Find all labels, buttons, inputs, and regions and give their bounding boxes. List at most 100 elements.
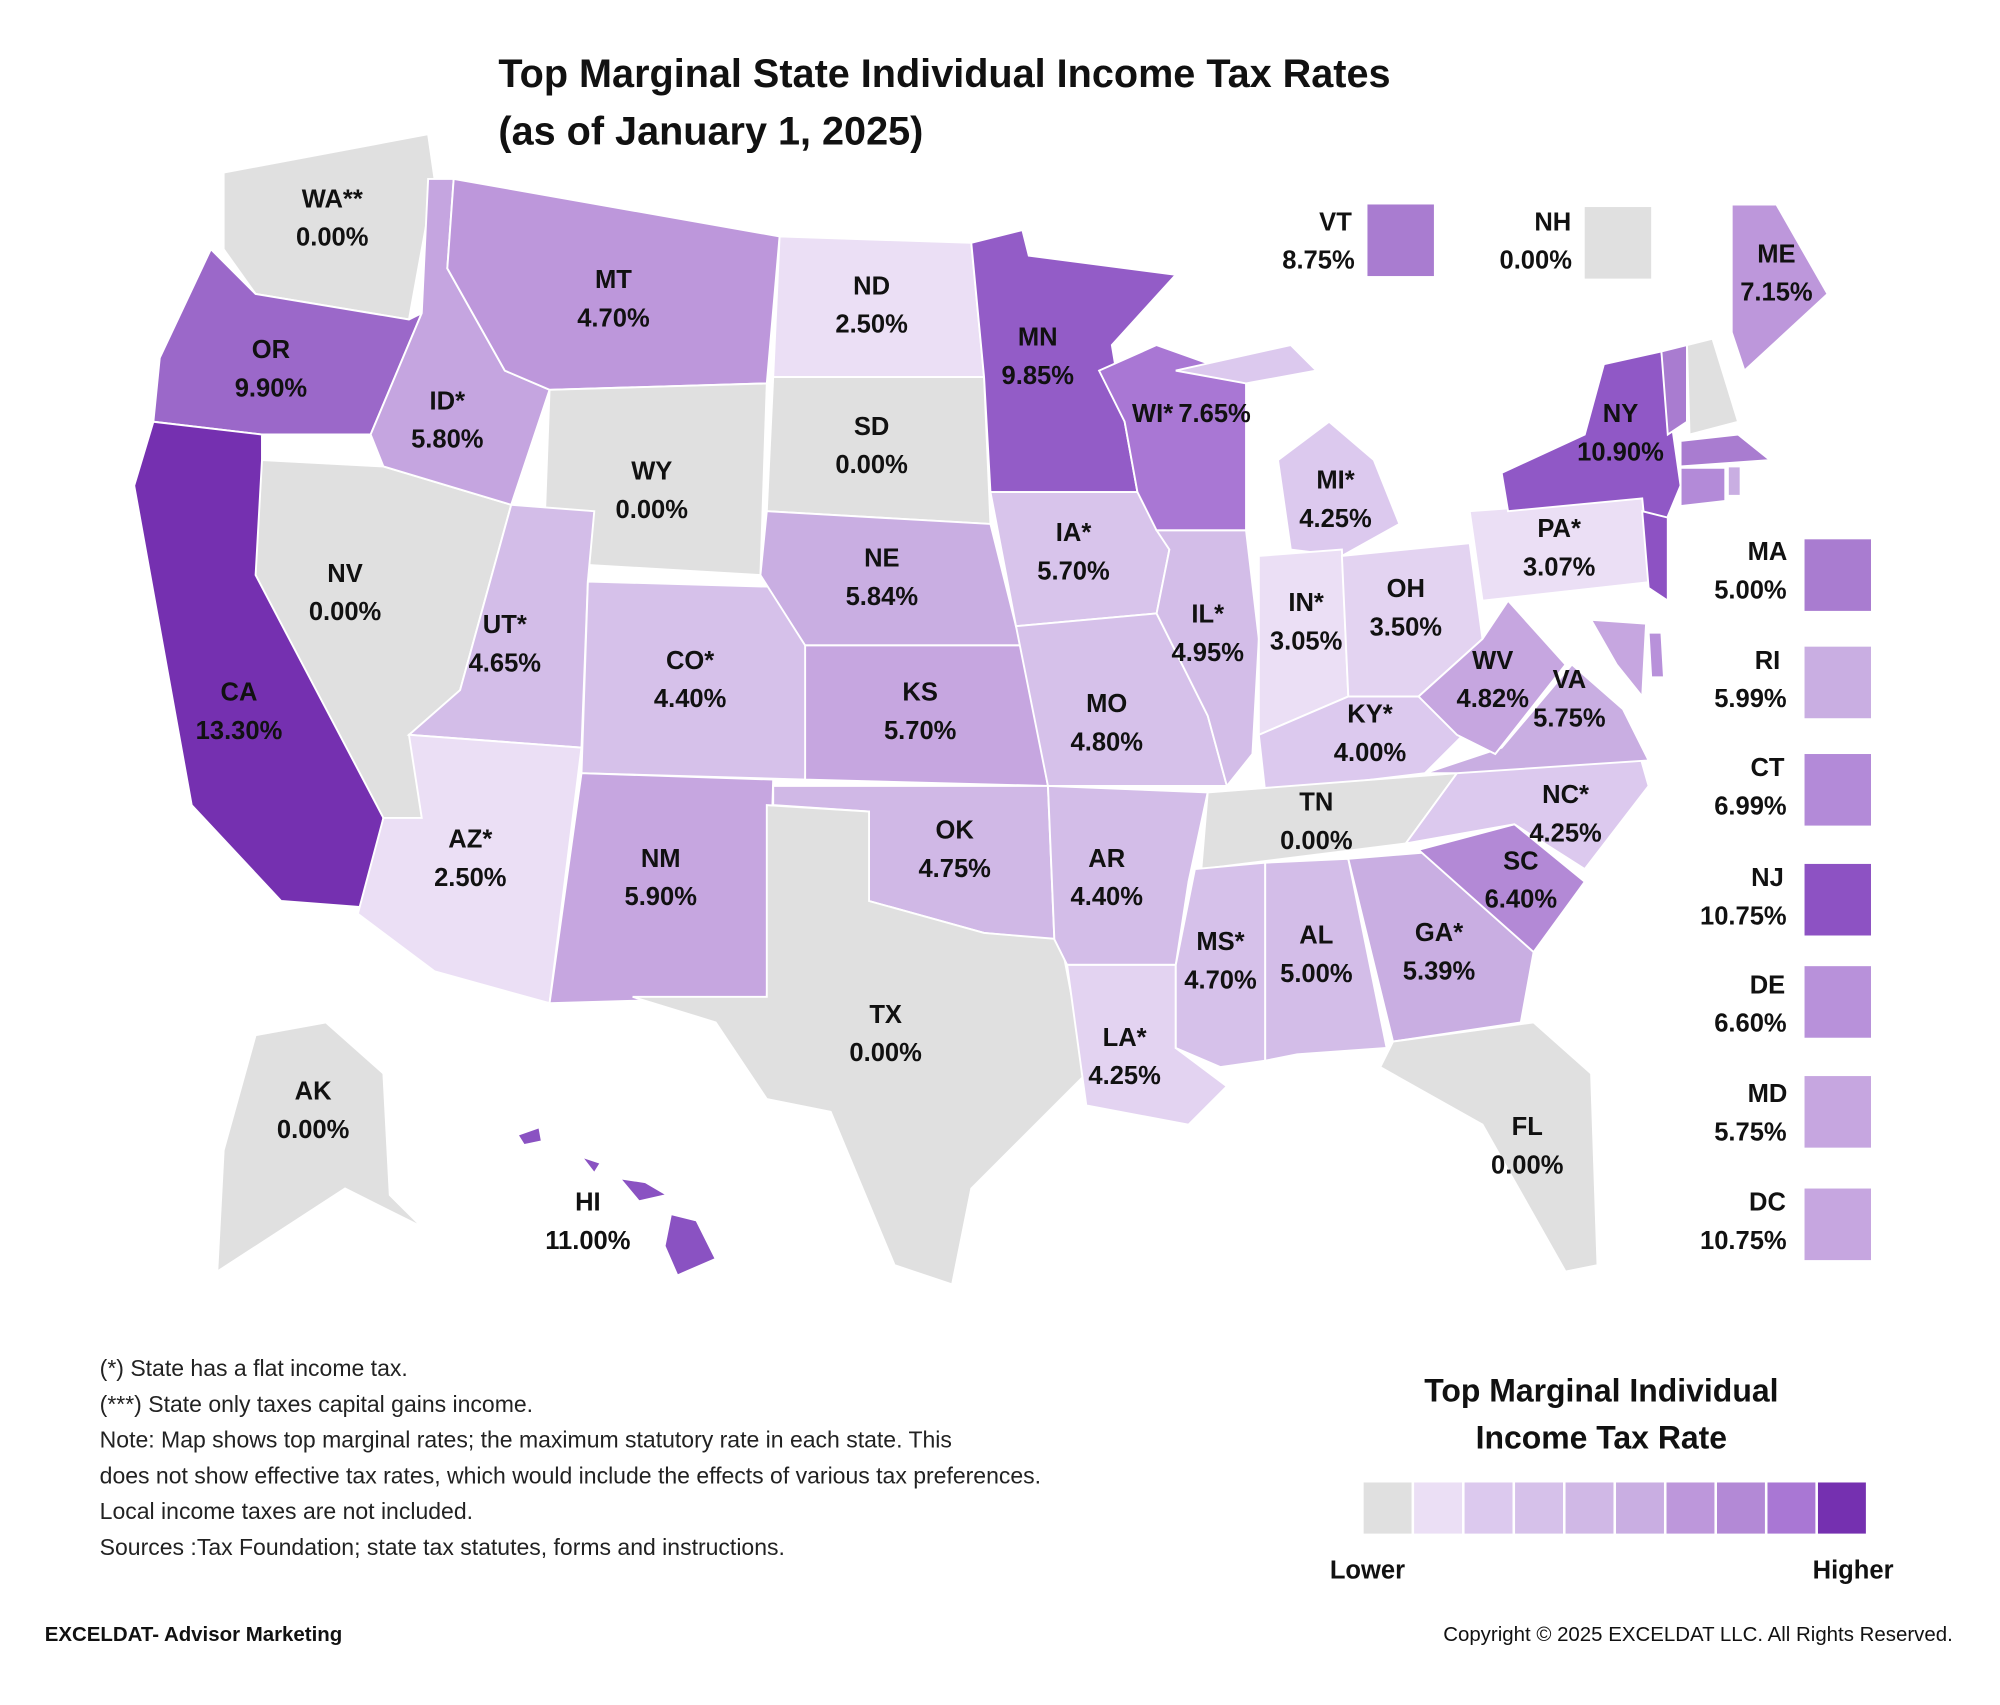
note: (***) State only taxes capital gains inc… <box>100 1391 533 1417</box>
state-shape <box>632 804 1088 1286</box>
legend-swatch <box>1363 1482 1412 1534</box>
state-name: HI <box>575 1189 601 1217</box>
state-rate: 0.00% <box>835 451 908 479</box>
legend-box <box>1367 204 1434 277</box>
state-name: PA* <box>1537 515 1581 543</box>
footer-brand: EXCELDAT- Advisor Marketing <box>45 1623 343 1646</box>
state-name: DC <box>1749 1189 1786 1217</box>
state-shape <box>1378 1021 1599 1273</box>
state-name: TX <box>869 1001 902 1029</box>
state-name: VA <box>1553 666 1587 694</box>
state-shape <box>516 1125 543 1147</box>
state-rate: 5.75% <box>1714 1118 1787 1146</box>
state-rate: 5.70% <box>1037 557 1110 585</box>
legend-title: Top Marginal Individual <box>1424 1372 1778 1408</box>
state-shape <box>663 1212 717 1277</box>
state-name: OK <box>936 817 975 845</box>
state-rate: 4.25% <box>1088 1062 1161 1090</box>
state-rate: 3.50% <box>1370 614 1443 642</box>
state-name: WA** <box>302 185 363 213</box>
state-name: KY* <box>1347 700 1392 728</box>
state-rate: 4.95% <box>1171 639 1244 667</box>
state-name: SC <box>1503 847 1539 875</box>
state-rate: 8.75% <box>1282 247 1355 275</box>
state-name: CT <box>1750 754 1784 782</box>
legend-box <box>1804 754 1871 826</box>
legend-box <box>1804 966 1871 1038</box>
state-name: MN <box>1018 323 1058 351</box>
legend-box <box>1804 863 1871 936</box>
state-rate: 5.70% <box>884 717 957 745</box>
state-name: AL <box>1299 922 1333 950</box>
state-rate: 0.00% <box>1491 1152 1564 1180</box>
note: Sources :Tax Foundation; state tax statu… <box>100 1534 785 1560</box>
state-name: OH <box>1387 575 1425 603</box>
footer-copyright: Copyright © 2025 EXCELDAT LLC. All Right… <box>1443 1623 1953 1646</box>
state-shape <box>1174 861 1267 1069</box>
state-rate: 6.99% <box>1714 792 1787 820</box>
state-rate: 5.00% <box>1280 960 1353 988</box>
state-name: DE <box>1750 971 1786 999</box>
note: (*) State has a flat income tax. <box>100 1355 408 1381</box>
state-name: KS <box>902 679 938 707</box>
legend-swatch <box>1666 1482 1715 1534</box>
state-rate: 4.80% <box>1071 729 1144 757</box>
state-rate: 0.00% <box>277 1116 350 1144</box>
state-name: CA <box>221 679 258 707</box>
state-name: NY <box>1603 400 1639 428</box>
legend-box <box>1804 646 1871 719</box>
state-name: NJ <box>1751 864 1784 892</box>
state-shape <box>617 1176 670 1203</box>
note: does not show effective tax rates, which… <box>100 1462 1041 1488</box>
state-rate: 7.15% <box>1740 279 1813 307</box>
state-rate: 5.90% <box>625 883 698 911</box>
state-name: MS* <box>1196 928 1244 956</box>
state-name: ND <box>853 272 890 300</box>
state-name: NC* <box>1542 781 1589 809</box>
state-rate: 0.00% <box>616 496 689 524</box>
state-rate: 5.00% <box>1714 576 1787 604</box>
state-name: AK <box>295 1077 332 1105</box>
state-rate: 4.40% <box>1071 883 1144 911</box>
title: (as of January 1, 2025) <box>498 110 923 154</box>
state-name: MT <box>595 266 632 294</box>
state-name: VT <box>1319 208 1352 236</box>
state-name: UT* <box>483 611 527 639</box>
legend-swatch <box>1716 1482 1765 1534</box>
state-rate: 2.50% <box>434 864 507 892</box>
state-shape <box>1647 631 1665 679</box>
state-rate: 3.05% <box>1270 628 1343 656</box>
state-name: NM <box>641 845 681 873</box>
legend-box <box>1804 539 1871 611</box>
state-rate: 10.90% <box>1577 438 1664 466</box>
state-name: FL <box>1512 1113 1543 1141</box>
state-name: LA* <box>1103 1024 1147 1052</box>
state-rate: 13.30% <box>196 717 283 745</box>
state-rate: 7.65% <box>1178 400 1251 428</box>
map-group: WA** 0.00% OR 9.90% CA 13.30% NV 0.00% ID* 5.80% M… <box>45 52 1953 1646</box>
state-rate: 10.75% <box>1700 902 1787 930</box>
legend-low: Lower <box>1330 1557 1405 1585</box>
state-rate: 0.00% <box>1280 827 1353 855</box>
state-rate: 5.99% <box>1714 685 1787 713</box>
note: Note: Map shows top marginal rates; the … <box>100 1427 952 1453</box>
state-shape <box>772 235 986 378</box>
state-name: WY <box>631 458 672 486</box>
legend-box <box>1804 1188 1871 1261</box>
legend-swatch <box>1565 1482 1614 1534</box>
legend-high: Higher <box>1813 1557 1894 1585</box>
state-rate: 10.75% <box>1700 1227 1787 1255</box>
state-shape <box>1679 466 1727 508</box>
legend-title: Income Tax Rate <box>1476 1420 1727 1456</box>
state-shape <box>1468 497 1657 602</box>
state-name: CO* <box>666 647 714 675</box>
state-rate: 4.00% <box>1334 739 1407 767</box>
state-name: MD <box>1748 1080 1788 1108</box>
legend-box <box>1804 1076 1871 1148</box>
state-rate: 0.00% <box>296 224 369 252</box>
state-name: NV <box>327 560 363 588</box>
state-rate: 4.70% <box>1184 966 1257 994</box>
state-name: AZ* <box>448 826 492 854</box>
state-shape <box>1175 344 1319 385</box>
